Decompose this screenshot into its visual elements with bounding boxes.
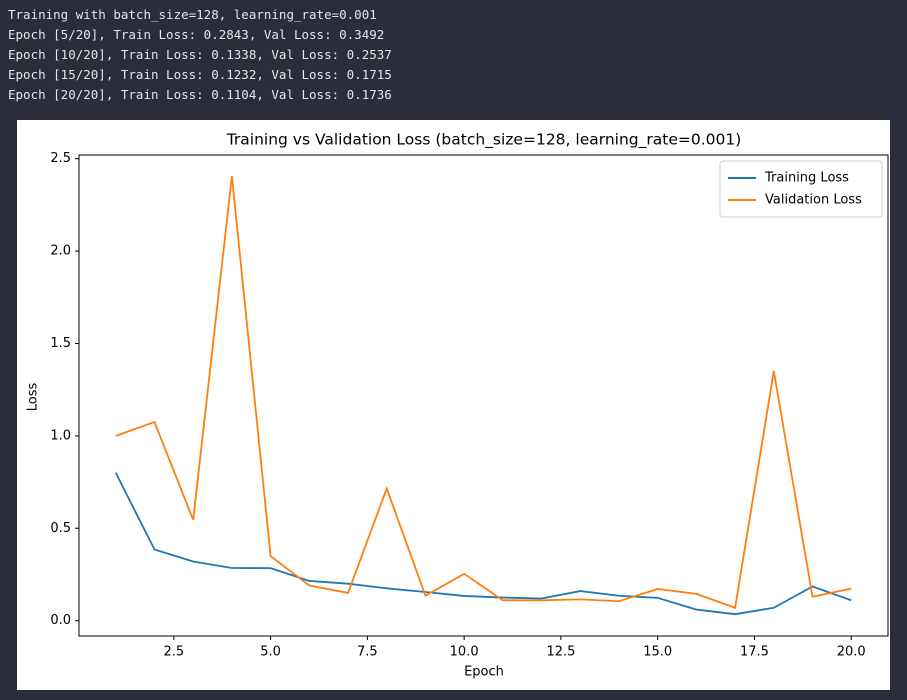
legend-label: Training Loss bbox=[764, 171, 849, 186]
legend: Training Loss Validation Loss bbox=[719, 160, 883, 218]
console-line: Epoch [5/20], Train Loss: 0.2843, Val Lo… bbox=[8, 27, 385, 42]
y-axis-label: Loss bbox=[26, 383, 41, 412]
plot-frame bbox=[78, 154, 889, 637]
x-tick-label: 2.5 bbox=[163, 645, 184, 660]
x-tick-label: 17.5 bbox=[740, 645, 769, 660]
console-line: Epoch [10/20], Train Loss: 0.1338, Val L… bbox=[8, 47, 392, 62]
x-axis-label: Epoch bbox=[464, 665, 504, 680]
console-line: Epoch [20/20], Train Loss: 0.1104, Val L… bbox=[8, 87, 392, 102]
y-tick-label: 1.5 bbox=[50, 336, 71, 351]
x-tick-label: 20.0 bbox=[837, 645, 866, 660]
y-tick-label: 0.0 bbox=[50, 613, 71, 628]
console-output: Training with batch_size=128, learning_r… bbox=[8, 5, 392, 105]
x-tick-label: 10.0 bbox=[450, 645, 479, 660]
x-tick-label: 15.0 bbox=[643, 645, 672, 660]
legend-box bbox=[719, 160, 883, 218]
y-tick-label: 2.0 bbox=[50, 244, 71, 259]
console-line: Epoch [15/20], Train Loss: 0.1232, Val L… bbox=[8, 67, 392, 82]
series-line bbox=[114, 472, 852, 616]
chart-title: Training vs Validation Loss (batch_size=… bbox=[226, 131, 742, 150]
x-tick-label: 7.5 bbox=[357, 645, 378, 660]
x-tick-label: 5.0 bbox=[260, 645, 281, 660]
x-tick-label: 12.5 bbox=[546, 645, 575, 660]
y-tick-label: 2.5 bbox=[50, 151, 71, 166]
legend-label: Validation Loss bbox=[765, 193, 862, 208]
y-tick-label: 0.5 bbox=[50, 521, 71, 536]
series-line bbox=[115, 176, 852, 609]
console-line: Training with batch_size=128, learning_r… bbox=[8, 7, 377, 22]
y-tick-label: 1.0 bbox=[50, 428, 71, 443]
